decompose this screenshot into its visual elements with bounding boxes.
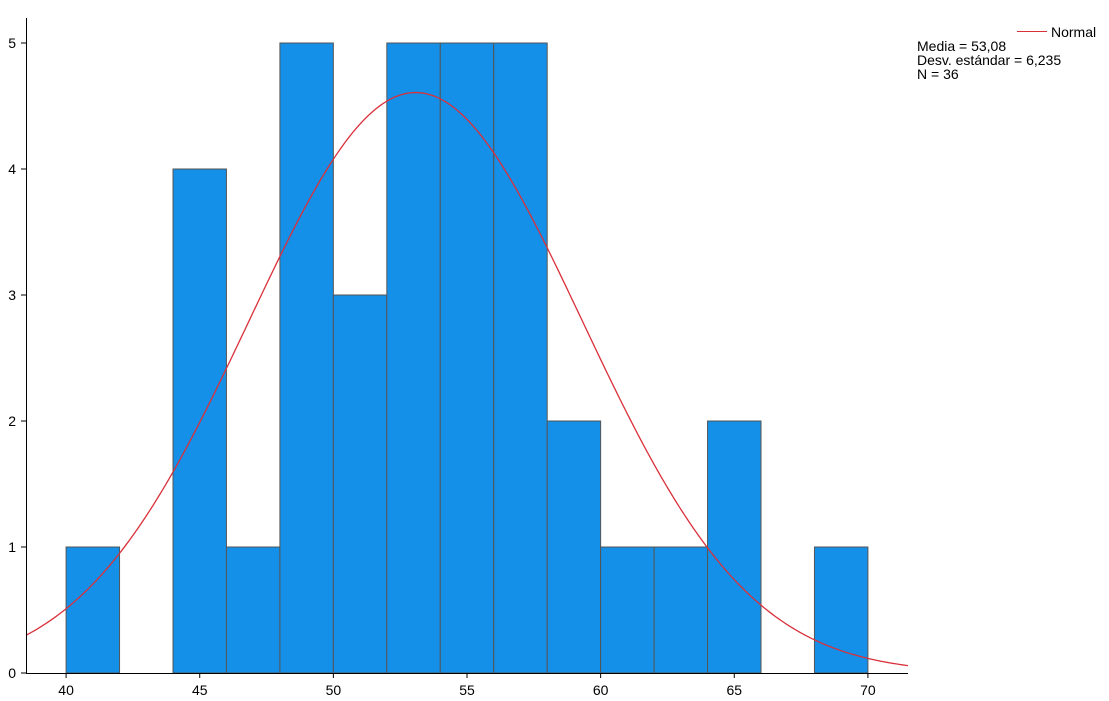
x-tick-label: 45 xyxy=(192,682,208,698)
legend-mean: Media = 53,08 xyxy=(917,38,1007,54)
x-tick-label: 40 xyxy=(58,682,74,698)
x-tick-label: 50 xyxy=(326,682,342,698)
histogram-bar xyxy=(225,546,281,674)
legend-series-label: Normal xyxy=(1051,23,1097,40)
y-tick-label: 0 xyxy=(8,665,16,681)
y-tick-label: 1 xyxy=(8,539,16,555)
histogram-bars xyxy=(65,42,869,674)
y-tick-label: 4 xyxy=(8,161,16,177)
legend-line-swatch xyxy=(1017,31,1047,32)
y-tick-label: 2 xyxy=(8,413,16,429)
y-axis-ticks: 0 1 2 3 4 5 xyxy=(8,35,26,681)
y-tick-label: 3 xyxy=(8,287,16,303)
histogram-bar xyxy=(332,294,388,674)
histogram-bar xyxy=(386,42,441,674)
histogram-bar xyxy=(439,42,495,674)
x-tick-label: 65 xyxy=(726,682,742,698)
legend-series-row: Normal xyxy=(917,24,1096,39)
legend: Normal Media = 53,08 Desv. estándar = 6,… xyxy=(917,24,1096,82)
histogram-bar xyxy=(813,546,869,674)
x-axis-ticks: 40 45 50 55 60 65 70 xyxy=(58,673,876,698)
histogram-bar xyxy=(493,42,548,674)
histogram-bar xyxy=(653,546,709,674)
histogram-bar xyxy=(65,546,121,674)
legend-std-dev: Desv. estándar = 6,235 xyxy=(917,52,1062,68)
normal-curve-line xyxy=(25,91,909,667)
histogram-bar xyxy=(707,420,762,674)
legend-n: N = 36 xyxy=(917,66,959,82)
histogram-bar xyxy=(279,42,334,674)
x-tick-label: 60 xyxy=(593,682,609,698)
x-tick-label: 70 xyxy=(860,682,876,698)
x-tick-label: 55 xyxy=(459,682,475,698)
histogram-bar xyxy=(600,546,655,674)
y-tick-label: 5 xyxy=(8,35,16,51)
histogram-bar xyxy=(546,420,602,674)
